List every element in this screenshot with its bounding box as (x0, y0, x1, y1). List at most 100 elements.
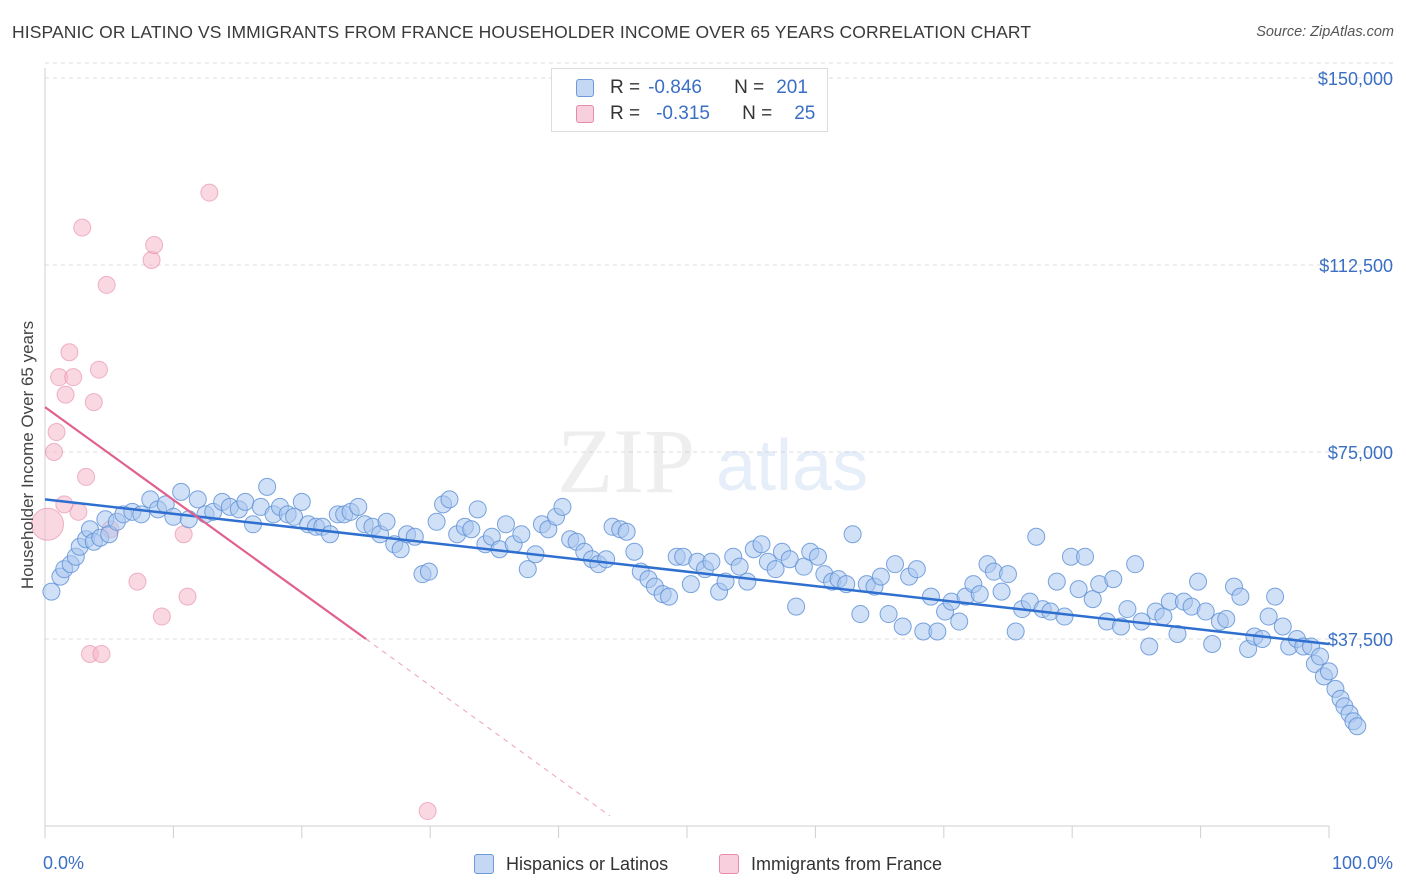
series-hispanic-points (42, 477, 1367, 736)
legend-item-hispanic[interactable]: Hispanics or Latinos (474, 852, 668, 876)
y-tick-label: $150,000 (1318, 69, 1393, 89)
data-point-france (60, 343, 79, 362)
data-point-hispanic (419, 562, 438, 581)
data-point-hispanic (1259, 607, 1278, 626)
data-point-hispanic (597, 550, 616, 569)
data-point-hispanic (851, 605, 870, 624)
data-point-hispanic (1196, 602, 1215, 621)
data-point-france (142, 250, 161, 269)
data-point-hispanic (1027, 527, 1046, 546)
data-point-hispanic (258, 477, 277, 496)
data-point-hispanic (1231, 587, 1250, 606)
data-point-france (145, 236, 164, 255)
watermark-atlas: atlas (716, 426, 868, 506)
data-point-hispanic (879, 605, 898, 624)
data-point-hispanic (921, 587, 940, 606)
data-point-hispanic (752, 535, 771, 554)
data-point-hispanic (1140, 637, 1159, 656)
data-point-hispanic (1083, 590, 1102, 609)
data-point-hispanic (907, 560, 926, 579)
data-point-hispanic (970, 585, 989, 604)
data-point-france (89, 360, 108, 379)
data-point-hispanic (496, 515, 515, 534)
y-tick-label: $112,500 (1319, 256, 1393, 276)
data-point-hispanic (292, 492, 311, 511)
legend-label: Hispanics or Latinos (506, 853, 669, 874)
data-point-hispanic (999, 565, 1017, 584)
legend-item-france[interactable]: Immigrants from France (719, 852, 942, 876)
n-value: 201 (776, 77, 808, 98)
legend-row-hispanic: R = -0.846 N = 201 (576, 76, 808, 100)
data-point-france (77, 467, 96, 486)
data-point-hispanic (440, 490, 459, 509)
data-point-hispanic (1266, 587, 1285, 606)
data-point-hispanic (1104, 570, 1123, 589)
data-point-hispanic (780, 550, 799, 569)
data-point-france (47, 423, 66, 442)
data-point-hispanic (553, 497, 572, 516)
data-point-france (73, 218, 92, 237)
data-point-hispanic (1126, 555, 1145, 574)
data-point-hispanic (321, 525, 340, 544)
data-point-france (128, 572, 147, 591)
chart-title: HISPANIC OR LATINO VS IMMIGRANTS FROM FR… (12, 22, 1032, 42)
y-axis-label: Householder Income Over 65 years (18, 320, 37, 590)
data-point-hispanic (808, 547, 827, 566)
data-point-france (56, 385, 75, 404)
data-point-hispanic (1273, 617, 1292, 636)
legend-label: Immigrants from France (751, 853, 943, 874)
data-point-hispanic (1118, 600, 1137, 619)
data-point-hispanic (391, 540, 410, 559)
data-point-hispanic (1320, 662, 1338, 681)
data-point-hispanic (468, 500, 487, 519)
data-point-hispanic (512, 525, 531, 544)
data-point-hispanic (928, 622, 947, 641)
data-point-hispanic (1253, 629, 1272, 648)
data-point-france (31, 507, 65, 541)
source-credit: Source: ZipAtlas.com (1256, 24, 1394, 40)
data-point-hispanic (766, 560, 785, 579)
r-value: -0.846 (648, 77, 702, 98)
data-point-hispanic (462, 520, 481, 539)
legend-swatch-blue (576, 79, 594, 97)
data-point-hispanic (950, 612, 969, 631)
trend-line-hispanic (44, 498, 1330, 646)
data-point-hispanic (871, 567, 890, 586)
data-point-hispanic (172, 482, 191, 501)
legend-swatch-pink (719, 854, 739, 874)
series-france-points (31, 183, 437, 821)
watermark: ZIP atlas (557, 410, 868, 512)
data-point-hispanic (518, 560, 537, 579)
data-point-hispanic (702, 552, 721, 571)
trend-line-france (44, 406, 367, 640)
data-point-hispanic (794, 557, 813, 576)
data-point-hispanic (349, 497, 368, 516)
data-point-hispanic (1055, 607, 1074, 626)
data-point-france (84, 393, 103, 412)
data-point-hispanic (730, 557, 749, 576)
data-point-france (174, 525, 193, 544)
n-label: N = (742, 103, 773, 124)
n-label: N = (734, 77, 765, 98)
data-point-france (200, 183, 219, 202)
data-point-hispanic (1168, 625, 1187, 644)
data-point-france (418, 802, 437, 821)
data-point-france (44, 442, 63, 461)
legend-swatch-blue (474, 854, 494, 874)
data-point-hispanic (886, 555, 905, 574)
data-point-hispanic (1203, 634, 1222, 653)
y-tick-label: $75,000 (1328, 443, 1393, 463)
data-point-hispanic (188, 490, 207, 509)
r-label: R = (610, 77, 641, 98)
data-point-hispanic (660, 587, 679, 606)
data-point-hispanic (1047, 572, 1066, 591)
data-point-hispanic (617, 522, 636, 541)
data-point-hispanic (625, 542, 644, 561)
data-point-hispanic (1217, 610, 1236, 629)
watermark-zip: ZIP (557, 410, 695, 512)
data-point-hispanic (992, 582, 1011, 601)
data-point-france (55, 495, 74, 514)
correlation-legend: R = -0.846 N = 201 R = -0.315 N = 25 (551, 68, 828, 132)
data-point-hispanic (1076, 547, 1095, 566)
